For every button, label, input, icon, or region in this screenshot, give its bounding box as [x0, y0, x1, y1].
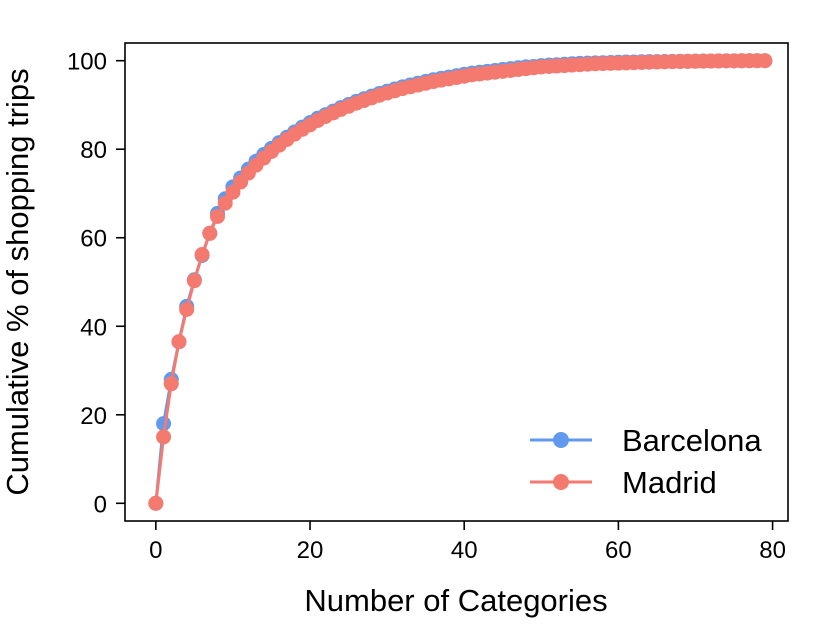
data-point-madrid [217, 195, 233, 211]
data-point-madrid [148, 495, 164, 511]
data-point-madrid [194, 247, 210, 263]
x-tick-label: 60 [605, 537, 632, 564]
x-axis: 0 20 40 60 80 [149, 521, 786, 564]
y-tick-label: 60 [80, 226, 107, 253]
data-point-madrid [210, 209, 226, 224]
data-point-madrid [757, 53, 773, 69]
y-tick-label: 0 [94, 491, 107, 518]
y-axis-title: Cumulative % of shopping trips [0, 68, 35, 495]
x-tick-label: 40 [451, 537, 478, 564]
legend-label-barcelona: Barcelona [622, 423, 762, 458]
x-tick-label: 80 [759, 537, 786, 564]
data-point-madrid [156, 429, 172, 445]
x-tick-label: 0 [149, 537, 162, 564]
plot-frame [124, 42, 789, 522]
legend: Barcelona Madrid [530, 423, 762, 500]
legend-marker-madrid [553, 474, 569, 490]
series-layer [148, 53, 773, 511]
y-tick-label: 100 [67, 49, 107, 76]
legend-label-madrid: Madrid [622, 465, 717, 500]
data-point-madrid [186, 273, 202, 289]
y-tick-label: 80 [80, 137, 107, 164]
x-tick-label: 20 [297, 537, 324, 564]
x-axis-title: Number of Categories [304, 583, 607, 618]
data-point-madrid [171, 334, 187, 350]
data-point-madrid [179, 301, 195, 317]
data-point-madrid [202, 225, 218, 241]
legend-marker-barcelona [553, 432, 569, 448]
y-tick-label: 40 [80, 314, 107, 341]
y-axis: 0 20 40 60 80 100 [67, 49, 125, 518]
data-point-madrid [225, 184, 241, 200]
series-madrid [148, 53, 773, 511]
data-point-madrid [163, 376, 179, 392]
y-tick-label: 20 [80, 403, 107, 430]
